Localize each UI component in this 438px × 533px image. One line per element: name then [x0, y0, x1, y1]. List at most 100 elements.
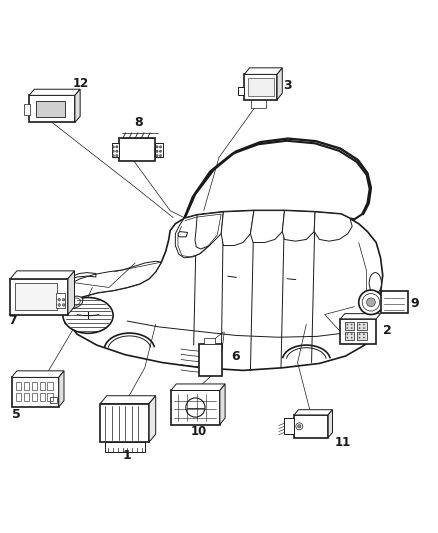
Bar: [16, 382, 21, 390]
Circle shape: [58, 298, 60, 301]
Bar: [345, 322, 354, 330]
Polygon shape: [283, 211, 315, 241]
Circle shape: [296, 423, 303, 430]
Polygon shape: [11, 271, 74, 279]
Bar: [357, 322, 367, 330]
Bar: [14, 283, 57, 310]
Circle shape: [159, 155, 162, 157]
Text: 8: 8: [134, 116, 142, 129]
Polygon shape: [61, 261, 161, 309]
Circle shape: [62, 304, 65, 306]
Bar: [199, 344, 222, 376]
Text: 3: 3: [284, 79, 292, 92]
Bar: [171, 391, 220, 425]
Ellipse shape: [65, 296, 83, 309]
Circle shape: [359, 333, 360, 335]
Bar: [39, 393, 45, 400]
Text: 6: 6: [231, 350, 240, 363]
Text: 5: 5: [12, 408, 21, 421]
Ellipse shape: [369, 272, 381, 294]
Text: 11: 11: [335, 435, 351, 448]
Text: 1: 1: [123, 449, 131, 462]
Polygon shape: [220, 384, 225, 425]
Bar: [120, 138, 155, 161]
Circle shape: [112, 155, 115, 157]
Text: 7: 7: [8, 314, 17, 327]
Circle shape: [58, 304, 60, 306]
Circle shape: [359, 327, 360, 329]
Bar: [39, 382, 45, 390]
Polygon shape: [149, 395, 155, 442]
Polygon shape: [195, 212, 223, 249]
Circle shape: [351, 333, 353, 335]
Circle shape: [116, 155, 118, 157]
Circle shape: [359, 324, 360, 326]
Polygon shape: [175, 212, 223, 258]
Text: 9: 9: [410, 297, 419, 310]
Bar: [100, 403, 149, 442]
Circle shape: [363, 333, 365, 335]
Bar: [32, 393, 37, 400]
Circle shape: [359, 290, 383, 314]
Circle shape: [346, 327, 348, 329]
Circle shape: [62, 298, 65, 301]
Bar: [24, 393, 29, 400]
Bar: [204, 338, 215, 344]
Bar: [340, 319, 376, 344]
Bar: [285, 418, 294, 434]
Circle shape: [112, 146, 115, 148]
Polygon shape: [29, 89, 80, 95]
Bar: [105, 442, 145, 451]
Circle shape: [159, 146, 162, 148]
Bar: [47, 393, 53, 400]
Circle shape: [346, 333, 348, 335]
Polygon shape: [238, 87, 244, 95]
Polygon shape: [12, 371, 64, 377]
Bar: [112, 142, 120, 157]
Polygon shape: [277, 68, 283, 100]
Circle shape: [156, 150, 158, 152]
Bar: [11, 279, 68, 314]
Text: 10: 10: [191, 425, 207, 439]
Polygon shape: [100, 395, 155, 403]
Bar: [47, 382, 53, 390]
Polygon shape: [64, 211, 383, 370]
Circle shape: [159, 150, 162, 152]
Polygon shape: [68, 271, 74, 314]
Bar: [29, 95, 75, 123]
Polygon shape: [221, 211, 254, 246]
Circle shape: [346, 337, 348, 338]
Circle shape: [351, 324, 353, 326]
Polygon shape: [251, 211, 285, 243]
Text: 2: 2: [383, 324, 392, 337]
Circle shape: [363, 327, 365, 329]
Bar: [155, 142, 163, 157]
Polygon shape: [75, 89, 80, 123]
Polygon shape: [340, 313, 381, 319]
Circle shape: [156, 155, 158, 157]
Circle shape: [116, 150, 118, 152]
Ellipse shape: [63, 297, 113, 333]
Polygon shape: [314, 212, 352, 241]
Polygon shape: [184, 141, 370, 220]
Polygon shape: [244, 68, 283, 75]
Bar: [32, 382, 37, 390]
Circle shape: [116, 146, 118, 148]
Circle shape: [156, 146, 158, 148]
Circle shape: [367, 298, 375, 306]
Bar: [248, 78, 274, 96]
Polygon shape: [328, 410, 332, 438]
Circle shape: [363, 337, 365, 338]
Bar: [244, 75, 277, 100]
Circle shape: [297, 425, 301, 428]
Bar: [35, 101, 65, 117]
Text: 12: 12: [73, 77, 89, 91]
Bar: [294, 415, 328, 438]
Bar: [24, 103, 30, 115]
Bar: [357, 332, 367, 340]
Circle shape: [351, 337, 353, 338]
Bar: [16, 393, 21, 400]
Polygon shape: [171, 384, 225, 391]
Circle shape: [186, 398, 205, 417]
Bar: [24, 382, 29, 390]
